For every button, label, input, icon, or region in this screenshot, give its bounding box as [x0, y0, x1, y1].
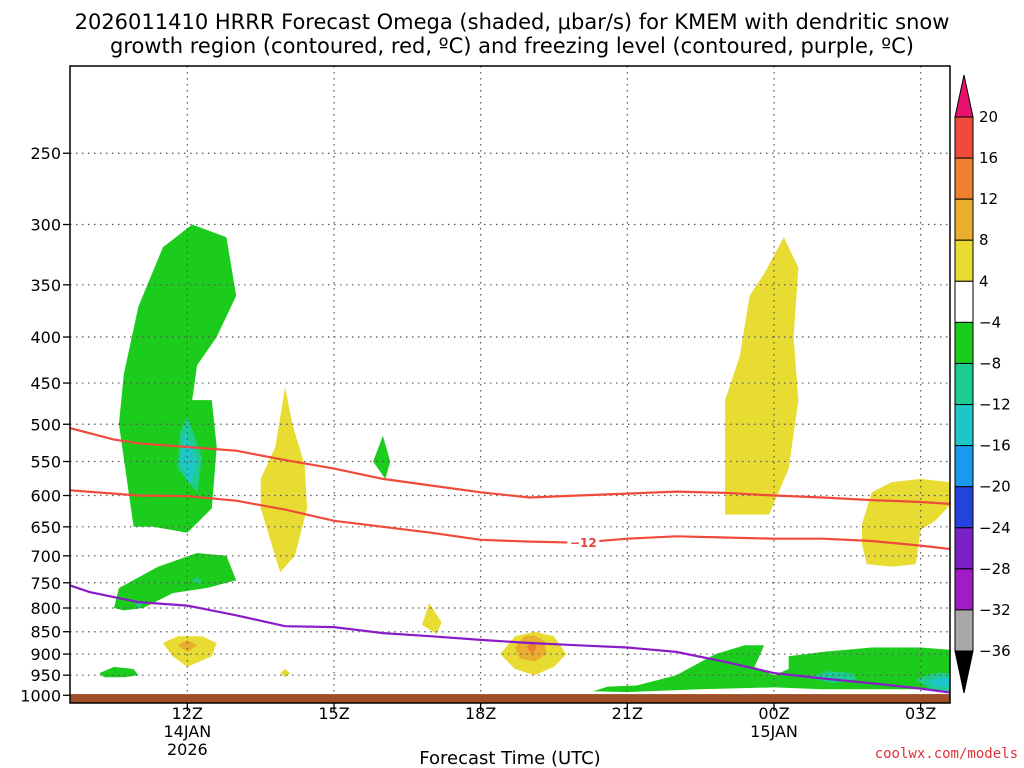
- contour-labels: −12: [567, 534, 600, 551]
- y-tick-label-800: 800: [30, 599, 61, 618]
- colorbar-box-5: [954, 280, 974, 323]
- y-tick-label-300: 300: [30, 216, 61, 235]
- colorbar-level-2: 12: [979, 190, 998, 208]
- x-tick-date-12Z: 14JAN: [163, 722, 211, 741]
- x-tick-label-12Z: 12Z: [172, 704, 203, 723]
- x-tick-label-03Z: 03Z: [905, 704, 936, 723]
- colorbar-box-10: [954, 486, 974, 529]
- plot-frame: [69, 65, 951, 704]
- dgz-contour-label: −12: [570, 536, 597, 550]
- colorbar-level-9: −20: [979, 478, 1011, 496]
- omega-region-pos4-14z-dot: [280, 669, 290, 678]
- colorbar-level-13: −36: [979, 642, 1011, 660]
- y-tick-label-400: 400: [30, 328, 61, 347]
- colorbar-level-10: −24: [979, 519, 1011, 537]
- omega-region-pos8-12z-lower: [177, 639, 198, 652]
- colorbar-level-4: 4: [979, 272, 989, 290]
- y-tick-label-450: 450: [30, 374, 61, 393]
- omega-region-neg4-lower-00z: [593, 645, 950, 693]
- colorbar-box-11: [954, 527, 974, 570]
- omega-region-neg12-lower-03z: [928, 677, 950, 688]
- colorbar-level-5: −4: [979, 313, 1001, 331]
- y-tick-label-900: 900: [30, 645, 61, 664]
- freezing-level-contour: [70, 584, 950, 694]
- y-tick-label-1000: 1000: [20, 686, 61, 705]
- colorbar-box-4: [954, 239, 974, 282]
- contour-lines: [70, 427, 950, 694]
- x-tick-date-00Z: 15JAN: [750, 722, 798, 741]
- y-tick-label-600: 600: [30, 487, 61, 506]
- omega-region-pos4-14z-spike: [260, 387, 308, 573]
- colorbar-box-8: [954, 404, 974, 447]
- omega-region-neg8-750-a: [192, 577, 202, 584]
- colorbar-box-1: [954, 116, 974, 159]
- omega-region-neg4-upper-column: [118, 224, 237, 533]
- colorbar-level-7: −12: [979, 396, 1011, 414]
- plot-background: [70, 66, 950, 703]
- colorbar-level-1: 16: [979, 149, 998, 167]
- credit-text: coolwx.com/models: [875, 746, 1018, 762]
- y-tick-label-950: 950: [30, 666, 61, 685]
- ground-surface: [70, 694, 950, 703]
- omega-region-pos4-17z-spot: [422, 603, 442, 634]
- y-tick-label-550: 550: [30, 453, 61, 472]
- omega-region-neg4-750-blob: [114, 553, 237, 611]
- colorbar-level-0: 20: [979, 108, 998, 126]
- x-tick-label-18Z: 18Z: [465, 704, 496, 723]
- y-tick-label-750: 750: [30, 574, 61, 593]
- y-axis: 250 300 350 400 450 500 550 600 650 700 750 800 850 9…: [20, 144, 70, 705]
- colorbar-level-3: 8: [979, 231, 989, 249]
- x-tick-label-00Z: 00Z: [758, 704, 789, 723]
- colorbar-level-12: −32: [979, 601, 1011, 619]
- y-tick-label-650: 650: [30, 518, 61, 537]
- dgz-top-contour: [70, 427, 950, 505]
- x-tick-year-12Z: 2026: [167, 740, 208, 759]
- omega-region-neg4-950-blob: [99, 666, 139, 678]
- omega-shading: [99, 224, 950, 693]
- colorbar-box-3: [954, 198, 974, 241]
- omega-region-neg12-upper-column: [180, 432, 198, 486]
- x-tick-label-21Z: 21Z: [612, 704, 643, 723]
- dgz-bottom-contour: [70, 489, 950, 551]
- colorbar-top-arrow: [954, 74, 974, 118]
- colorbar-box-2: [954, 157, 974, 200]
- x-tick-label-15Z: 15Z: [318, 704, 349, 723]
- y-tick-label-350: 350: [30, 276, 61, 295]
- chart-title-line2: growth region (contoured, red, ºC) and f…: [110, 34, 914, 58]
- colorbar-level-11: −28: [979, 560, 1011, 578]
- omega-region-pos4-00z-plume: [725, 237, 799, 515]
- chart-title-line1: 2026011410 HRRR Forecast Omega (shaded, …: [75, 10, 950, 34]
- colorbar-bottom-arrow: [954, 650, 974, 694]
- y-tick-label-250: 250: [30, 144, 61, 163]
- y-tick-label-500: 500: [30, 415, 61, 434]
- dgz-label-bg: [567, 534, 600, 551]
- colorbar-box-13: [954, 609, 974, 652]
- colorbar-level-6: −8: [979, 354, 1001, 372]
- colorbar-level-8: −16: [979, 437, 1011, 455]
- colorbar-box-6: [954, 321, 974, 364]
- colorbar-box-9: [954, 445, 974, 488]
- omega-region-neg4-sliver-550: [373, 435, 391, 479]
- colorbar-box-7: [954, 362, 974, 406]
- y-tick-label-850: 850: [30, 623, 61, 642]
- x-axis-label: Forecast Time (UTC): [419, 748, 600, 768]
- omega-region-pos4-12z-lower: [162, 636, 217, 667]
- y-tick-label-700: 700: [30, 547, 61, 566]
- colorbar: 20 16 12 8 4 −4 −8 −12 −16 −20 −24 −28 −32 −36: [954, 74, 1011, 694]
- omega-region-pos12-19z-blob: [527, 640, 537, 655]
- colorbar-box-12: [954, 568, 974, 611]
